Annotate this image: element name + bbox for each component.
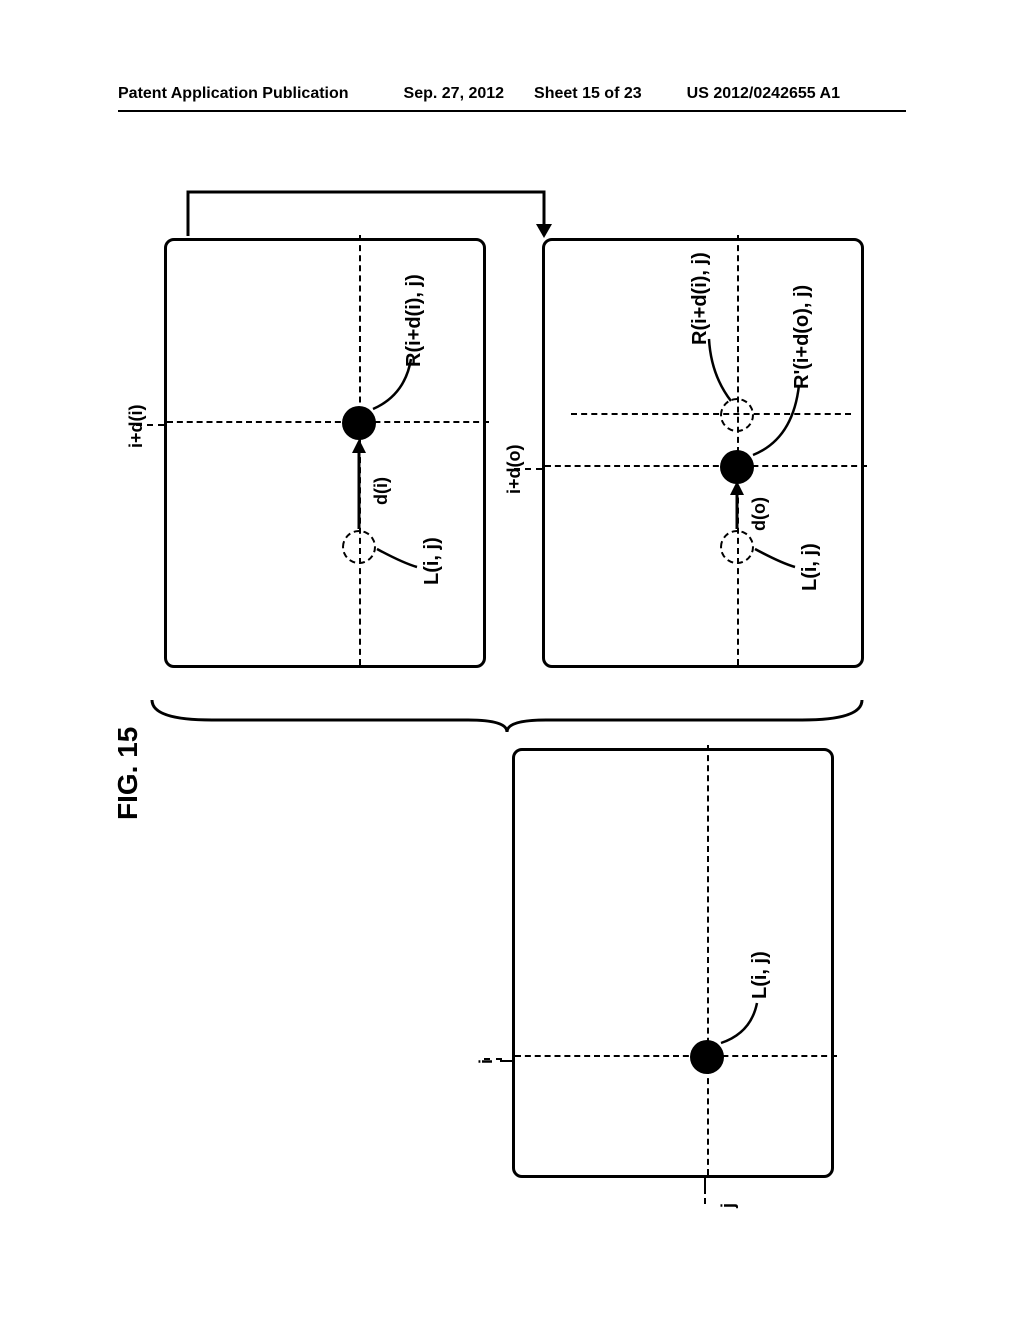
figure-label: FIG. 15 xyxy=(112,727,144,820)
figure-brace xyxy=(148,694,866,734)
panel-br-guide-ido xyxy=(545,465,867,467)
panel-left-axis-i: i xyxy=(476,1059,497,1064)
panel-left: L(i, j) xyxy=(512,748,834,1178)
panel-tr-guide-idi xyxy=(167,421,489,423)
header-date: Sep. 27, 2012 xyxy=(404,85,505,103)
panel-br-axis-label: i+d(o) xyxy=(504,445,525,495)
panel-tr-label-L: L(i, j) xyxy=(421,537,444,585)
panel-tr-axis-label: i+d(i) xyxy=(126,405,147,449)
panel-tr-arrow-di xyxy=(348,437,370,531)
panel-tr-leader-L xyxy=(373,513,425,569)
header-rule xyxy=(118,110,906,112)
header-pubno: US 2012/0242655 A1 xyxy=(687,85,840,103)
panel-left-guide-j xyxy=(707,745,709,1175)
figure-landscape: FIG. 15 L(i, j) i xyxy=(120,170,880,1230)
link-arrow-tr-br xyxy=(180,172,580,242)
panel-left-guide-i xyxy=(515,1055,837,1057)
panel-br-label-R-old: R(i+d(i), j) xyxy=(689,252,712,345)
panel-br-label-do: d(o) xyxy=(749,497,770,531)
figure-wrap: FIG. 15 L(i, j) i xyxy=(120,170,880,1230)
panel-left-label-L: L(i, j) xyxy=(749,951,772,999)
panel-bottom-right: L(i, j) R(i+d(i), j) R'(i+d(o), j) xyxy=(542,238,864,668)
panel-br-arrow-do xyxy=(726,479,748,531)
panel-tr-point-L xyxy=(342,530,376,564)
panel-top-right: L(i, j) R(i+d(i), j) d(i) xyxy=(164,238,486,668)
page-header: Patent Application Publication Sep. 27, … xyxy=(0,85,1024,103)
panel-br-label-L: L(i, j) xyxy=(799,543,822,591)
panel-br-point-L xyxy=(720,530,754,564)
panel-left-tick-i xyxy=(500,1060,512,1062)
header-sheet: Sheet 15 of 23 xyxy=(534,85,642,103)
panel-left-tick-j-dash xyxy=(704,1188,706,1204)
panel-tr-label-R: R(i+d(i), j) xyxy=(403,274,426,367)
page-root: Patent Application Publication Sep. 27, … xyxy=(0,0,1024,1320)
panel-left-axis-j: j xyxy=(718,1203,739,1208)
panel-br-guide-idi xyxy=(571,413,851,415)
panel-br-label-R-new: R'(i+d(o), j) xyxy=(791,285,814,389)
panel-tr-label-di: d(i) xyxy=(371,477,392,505)
header-left: Patent Application Publication xyxy=(118,85,349,103)
